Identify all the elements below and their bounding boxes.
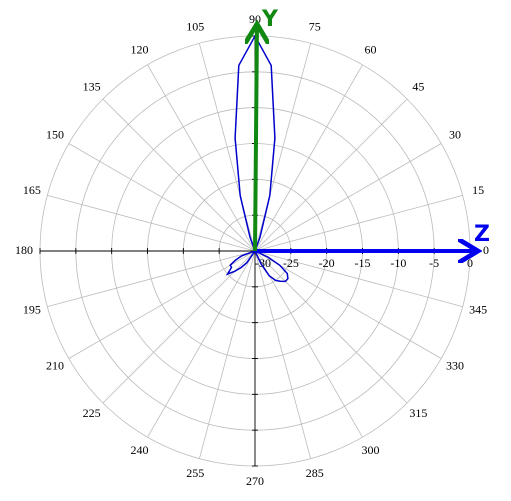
grid-spoke xyxy=(147,64,256,252)
angle-label: 75 xyxy=(309,20,321,34)
angle-label: 150 xyxy=(46,127,64,141)
angle-label: 135 xyxy=(83,79,101,93)
grid-spoke xyxy=(254,143,442,252)
grid-spoke xyxy=(198,250,256,459)
angle-label: 105 xyxy=(186,20,204,34)
r-tick-label: -15 xyxy=(355,256,371,270)
grid-spoke xyxy=(254,64,363,252)
grid-spoke xyxy=(68,143,256,252)
angle-label: 315 xyxy=(409,406,427,420)
angle-label: 330 xyxy=(446,358,464,372)
angle-label: 165 xyxy=(23,183,41,197)
angle-label: 90 xyxy=(249,12,261,26)
angle-label: 255 xyxy=(186,466,204,480)
grid-spoke xyxy=(254,194,463,252)
grid-spoke xyxy=(47,250,256,308)
angle-label: 0 xyxy=(483,243,489,257)
angle-label: 270 xyxy=(246,474,264,488)
r-tick-label: 0 xyxy=(467,256,473,270)
angle-label: 45 xyxy=(412,79,424,93)
r-tick-label: -25 xyxy=(283,256,299,270)
grid-spoke xyxy=(254,250,442,359)
grid-spoke xyxy=(254,98,408,252)
angle-label: 345 xyxy=(469,303,487,317)
angle-label: 30 xyxy=(449,127,461,141)
grid-spoke xyxy=(68,250,256,359)
angle-label: 180 xyxy=(15,243,33,257)
angle-label: 210 xyxy=(46,358,64,372)
angle-label: 240 xyxy=(131,443,149,457)
angle-label: 15 xyxy=(472,183,484,197)
y-label: Y xyxy=(261,7,279,32)
y-arrow xyxy=(255,24,257,252)
grid-spoke xyxy=(47,194,256,252)
angle-label: 300 xyxy=(362,443,380,457)
angle-label: 285 xyxy=(306,466,324,480)
grid-spoke xyxy=(254,250,312,459)
grid-spoke xyxy=(254,250,363,438)
grid-spoke xyxy=(102,250,256,404)
angle-label: 225 xyxy=(83,406,101,420)
angle-label: 120 xyxy=(131,43,149,57)
r-tick-label: -5 xyxy=(429,256,439,270)
angle-label: 60 xyxy=(365,43,377,57)
r-tick-label: -10 xyxy=(390,256,406,270)
angle-label: 195 xyxy=(23,303,41,317)
grid-spoke xyxy=(102,98,256,252)
z-label: Z xyxy=(474,222,490,247)
grid-spoke xyxy=(147,250,256,438)
grid-spoke xyxy=(254,250,463,308)
grid-spoke xyxy=(254,250,408,404)
r-tick-label: -20 xyxy=(319,256,335,270)
